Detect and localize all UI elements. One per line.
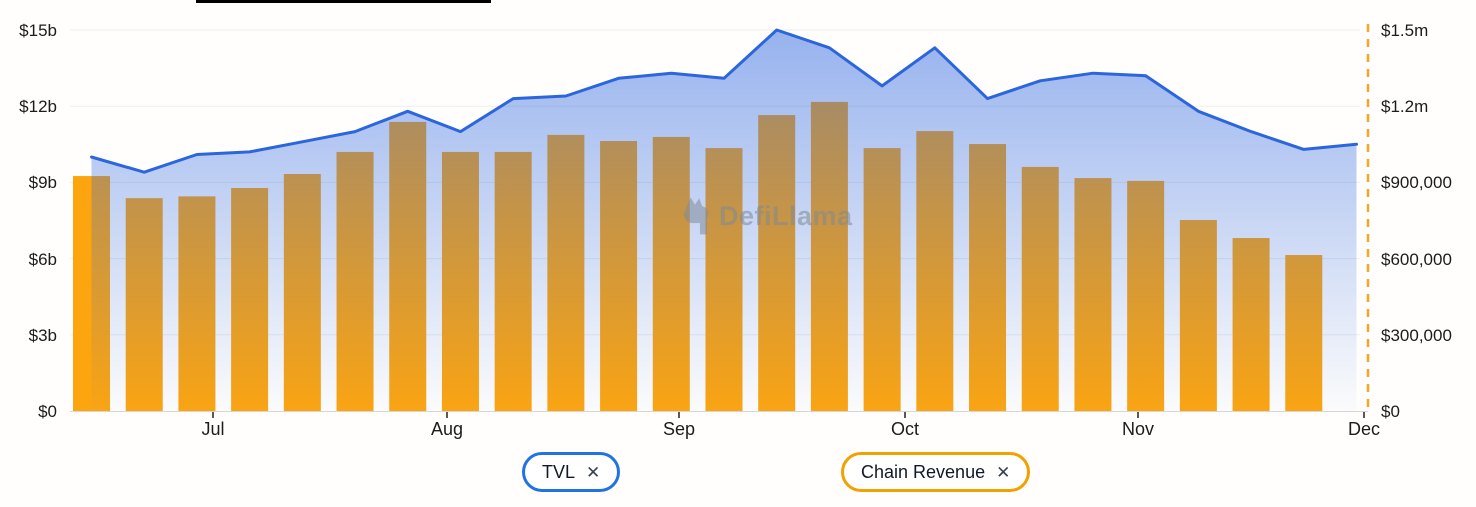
y-axis-label-right: $1.2m: [1381, 97, 1429, 117]
y-axis-label-right: $0: [1381, 402, 1400, 421]
top-border-rule: [196, 0, 491, 3]
y-axis-label-right: $1.5m: [1381, 21, 1429, 40]
legend-chip-tvl[interactable]: TVL ✕: [522, 452, 621, 492]
y-axis-label-right: $300,000: [1381, 325, 1452, 345]
y-axis-label-left: $15b: [19, 21, 57, 40]
x-axis-label-month: Dec: [1347, 419, 1381, 439]
legend-chip-tvl-close-icon[interactable]: ✕: [586, 462, 601, 482]
y-axis-label-left: $9b: [28, 173, 57, 193]
y-axis-label-left: $0: [38, 402, 57, 421]
combo-chart-plot: [70, 24, 1370, 418]
y-axis-label-left: $3b: [28, 325, 57, 345]
x-axis-label-month: Jul: [201, 419, 225, 439]
x-axis-label-month: Oct: [890, 419, 920, 439]
legend-chip-tvl-label: TVL: [542, 461, 576, 482]
tvl-line: [90, 28, 1358, 174]
y-axis-label-left: $12b: [19, 97, 57, 117]
legend-chip-chain-revenue[interactable]: Chain Revenue ✕: [841, 452, 1031, 492]
tvl-area: [91, 30, 1357, 411]
y-axis-label-right: $600,000: [1381, 249, 1452, 269]
x-axis-label-month: Nov: [1121, 419, 1155, 439]
legend-chip-chain-revenue-close-icon[interactable]: ✕: [996, 462, 1011, 482]
legend-chip-chain-revenue-label: Chain Revenue: [861, 461, 986, 482]
x-axis-label-month: Sep: [662, 419, 696, 439]
x-axis-ticks: [212, 412, 1365, 418]
x-axis-label-month: Aug: [430, 419, 464, 439]
y-axis-label-right: $900,000: [1381, 173, 1452, 193]
y-axis-label-left: $6b: [28, 249, 57, 269]
